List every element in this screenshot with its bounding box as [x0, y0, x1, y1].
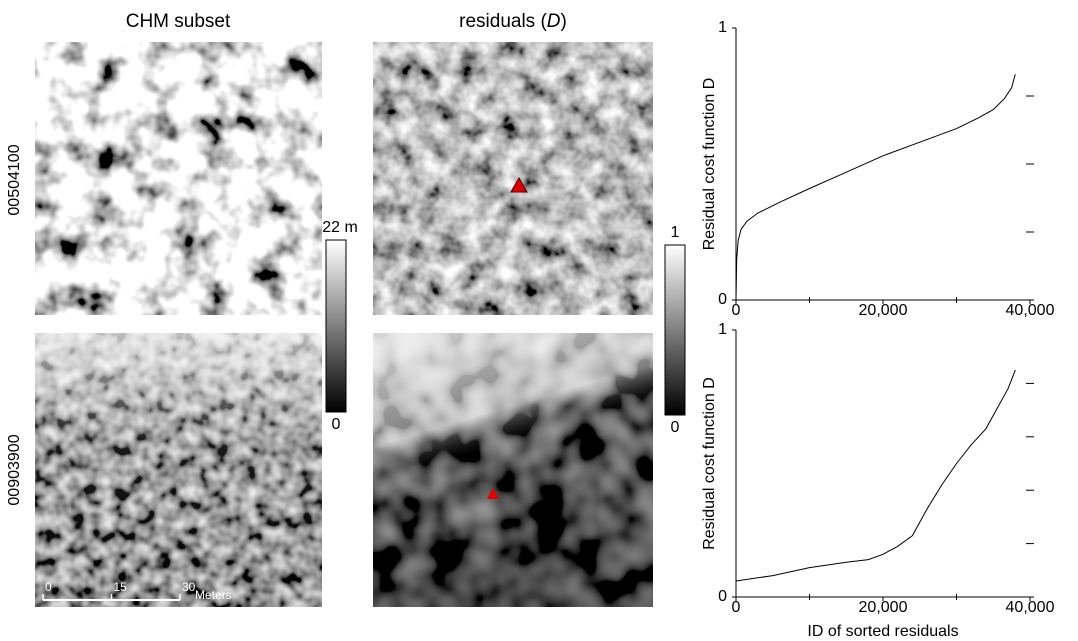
colorbar-label: 22 m	[322, 219, 358, 236]
colorbar	[665, 245, 685, 415]
x-axis-label: ID of sorted residuals	[807, 623, 958, 640]
data-line	[736, 74, 1015, 300]
y-axis-label: Residual cost function D	[701, 78, 718, 251]
y-axis-label: Residual cost function D	[701, 377, 718, 550]
y-tick-label: 1	[718, 19, 727, 36]
x-tick-label: 0	[732, 302, 741, 319]
colorbar-label: 0	[332, 416, 341, 433]
x-tick-label: 40,000	[1006, 302, 1055, 319]
title-variable: D	[547, 11, 561, 32]
x-tick-label: 20,000	[859, 302, 908, 319]
x-tick-label: 20,000	[859, 599, 908, 616]
image-shading	[373, 333, 653, 607]
figure: CHM subset residuals (D) 00504100 009039…	[0, 0, 1078, 641]
scale-tick-label: 30	[182, 580, 196, 594]
chm-image	[35, 42, 322, 315]
y-tick-label: 0	[718, 588, 727, 605]
x-tick-label: 40,000	[1006, 599, 1055, 616]
scale-tick-label: 0	[45, 580, 52, 594]
column-title: residuals (D)	[459, 11, 567, 32]
column-title: CHM subset	[126, 11, 231, 32]
image-shading	[35, 333, 322, 607]
y-tick-label: 0	[718, 291, 727, 308]
y-tick-label: 1	[718, 321, 727, 338]
scale-tick-label: 15	[114, 580, 128, 594]
row-label: 00903900	[6, 434, 23, 505]
colorbar-label: 0	[671, 419, 680, 436]
colorbar-label: 1	[671, 224, 680, 241]
title-part: residuals (	[459, 11, 547, 32]
x-tick-label: 0	[732, 599, 741, 616]
data-line	[736, 370, 1015, 581]
residual-image	[373, 42, 653, 315]
row-label: 00504100	[6, 144, 23, 215]
title-part: )	[561, 11, 567, 32]
scale-unit: Meters	[195, 588, 232, 602]
colorbar	[326, 240, 346, 412]
